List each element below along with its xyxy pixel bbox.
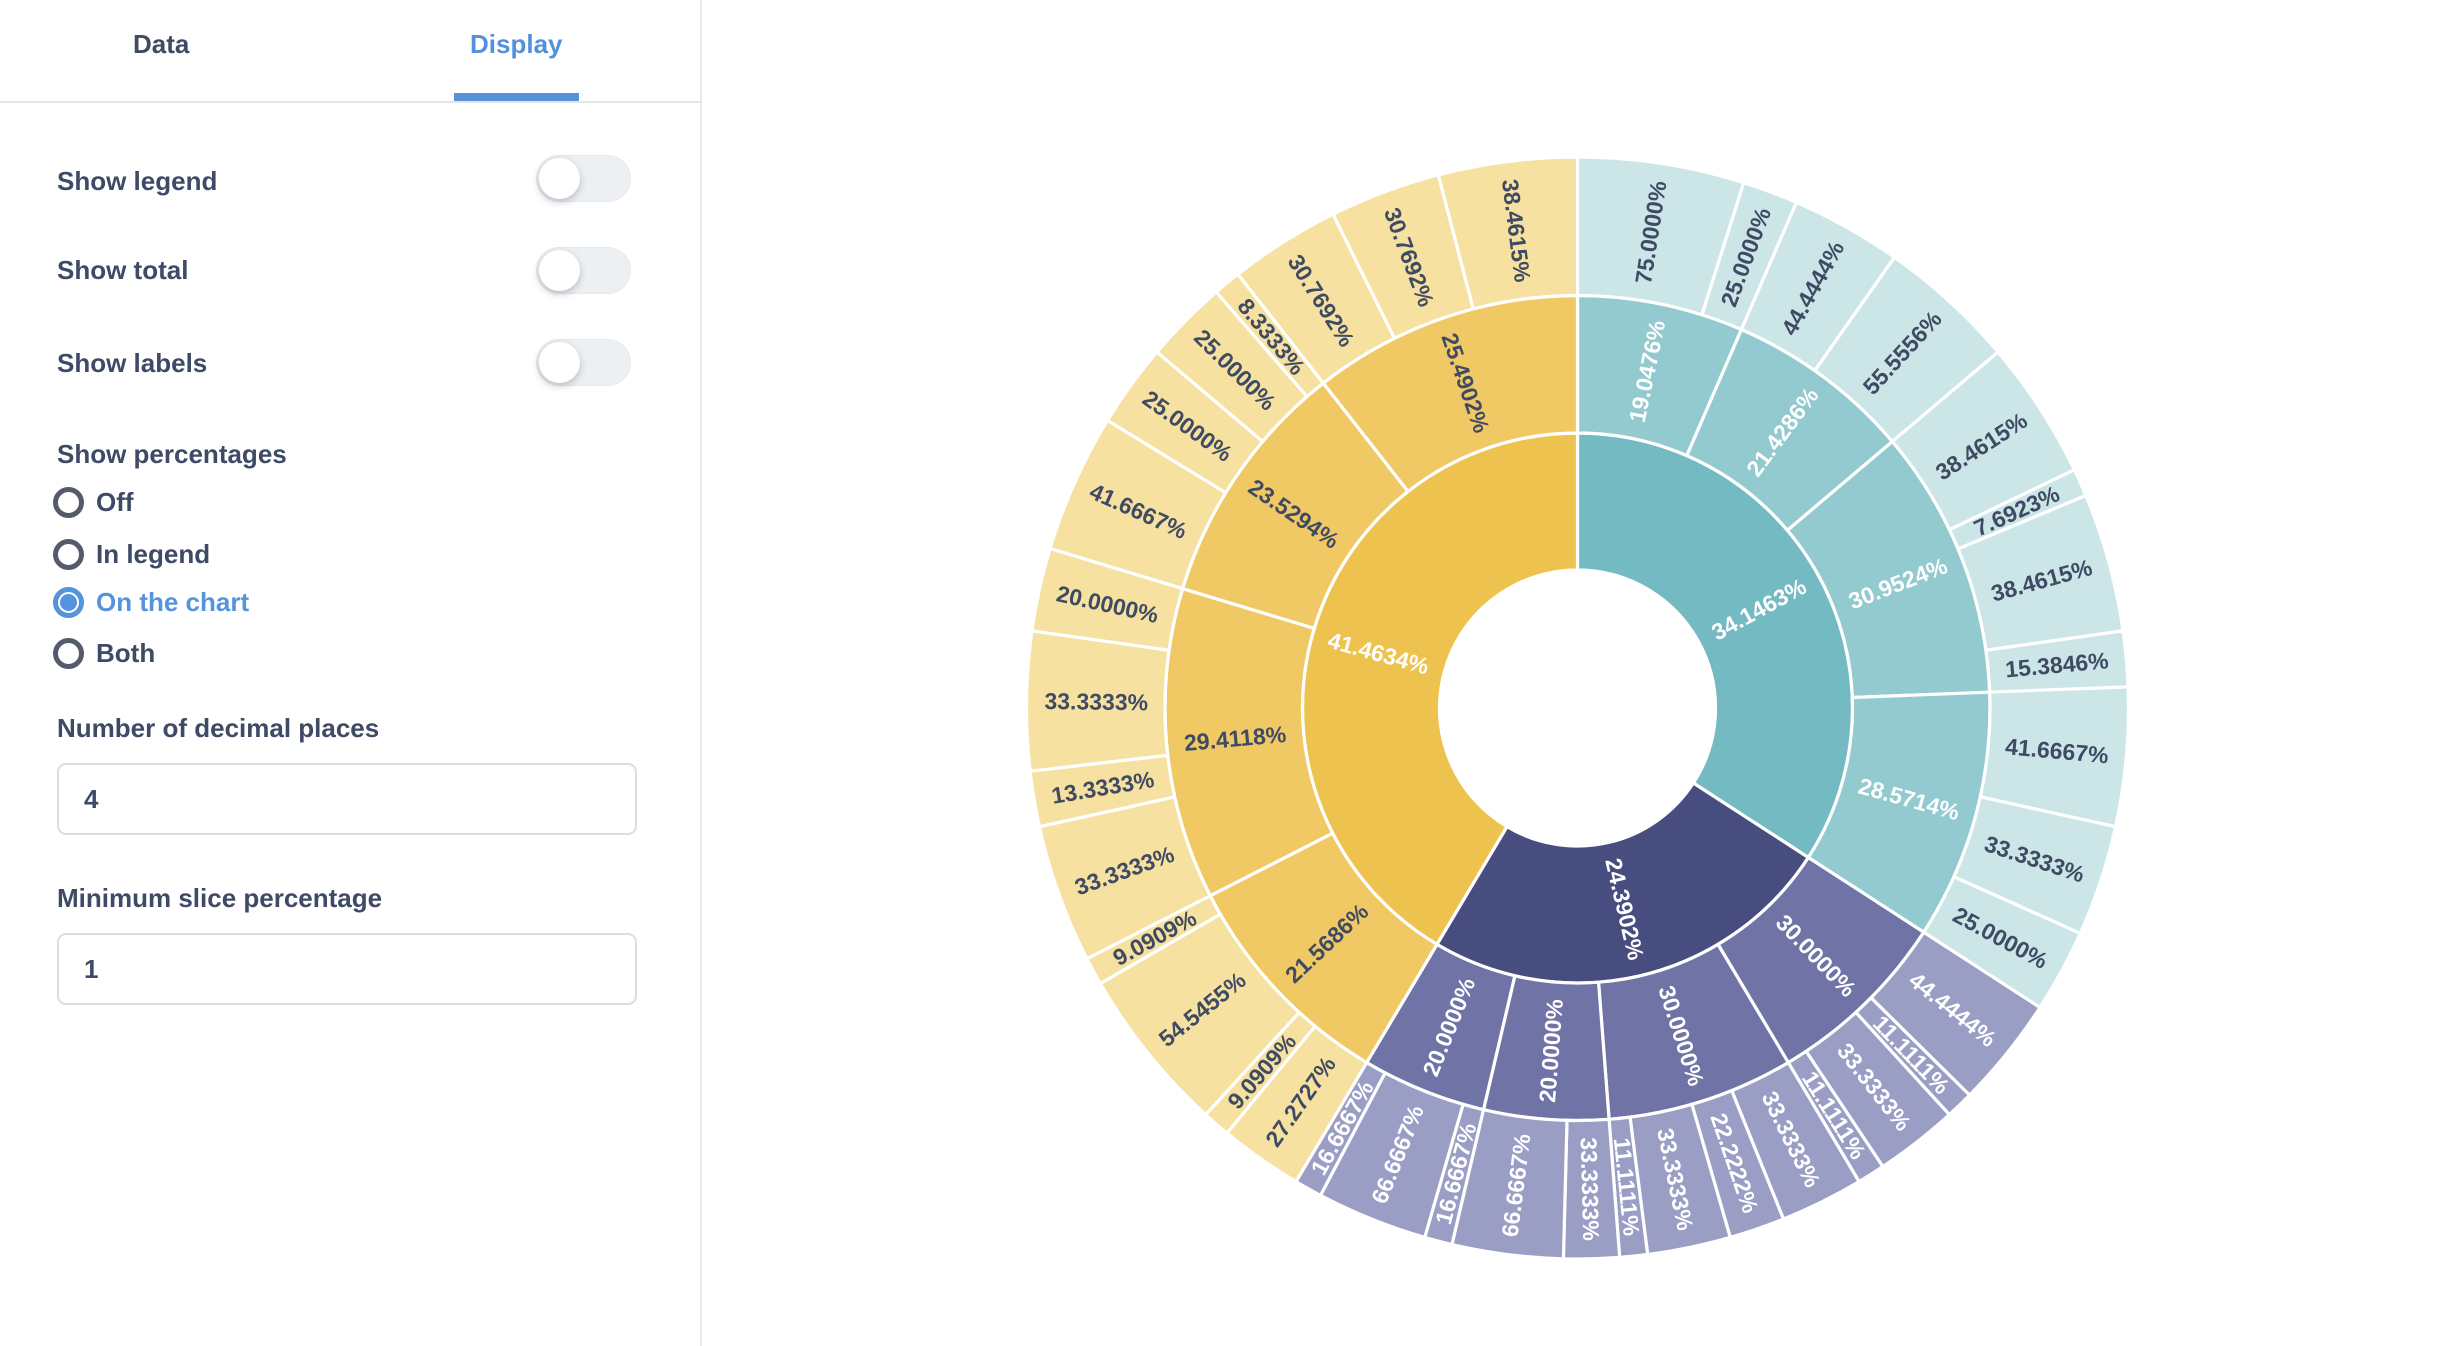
svg-text:33.3333%: 33.3333% <box>1044 688 1148 715</box>
svg-text:33.3333%: 33.3333% <box>1576 1137 1605 1241</box>
